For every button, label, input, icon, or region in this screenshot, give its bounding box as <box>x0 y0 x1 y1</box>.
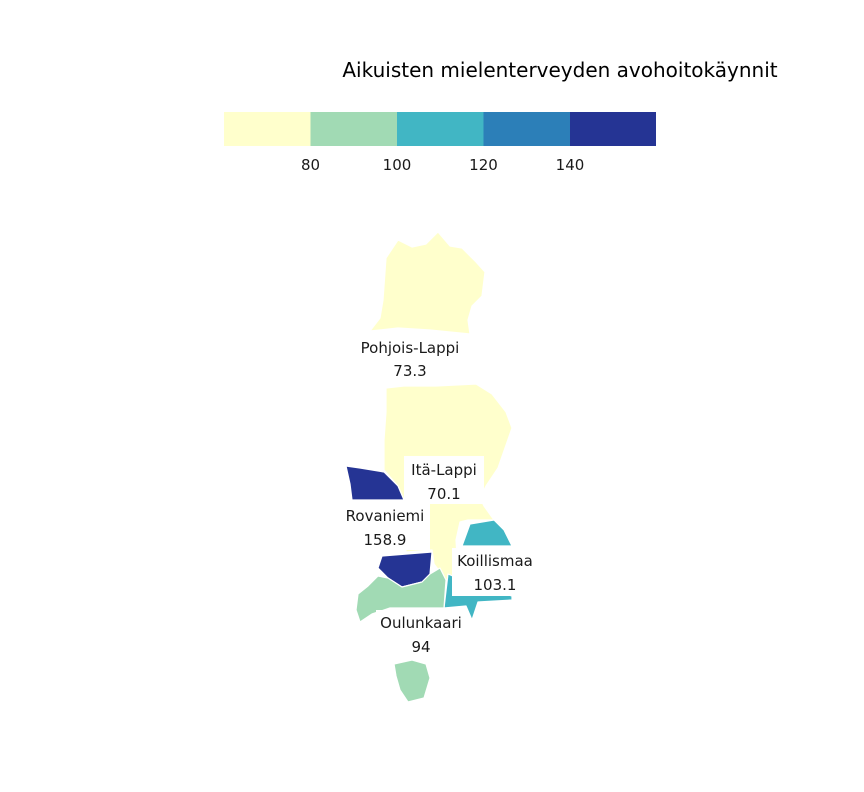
legend-tick: 80 <box>301 156 320 174</box>
legend-tick: 140 <box>556 156 585 174</box>
region-value-label: 70.1 <box>427 485 460 503</box>
region-rovaniemi <box>345 465 405 501</box>
region-value-label: 103.1 <box>474 576 517 594</box>
label-bg-ita-lappi <box>404 456 484 504</box>
region-name-label: Oulunkaari <box>380 614 462 632</box>
legend-swatch-1 <box>224 112 311 146</box>
label-bg-rovaniemi <box>340 504 430 550</box>
legend-tick: 100 <box>383 156 412 174</box>
label-bg-koillismaa <box>452 548 540 596</box>
map-title: Aikuisten mielenterveyden avohoitokäynni… <box>342 58 777 82</box>
region-oulunkaari <box>355 567 447 703</box>
legend-swatch-2 <box>310 112 397 146</box>
legend: 80 100 120 140 <box>224 112 656 174</box>
region-pohjois-lappi <box>369 231 486 335</box>
label-bg-pohjois-lappi <box>352 336 472 382</box>
labels: Pohjois-Lappi 73.3 Itä-Lappi 70.1 Rovani… <box>340 336 540 658</box>
region-name-label: Pohjois-Lappi <box>361 339 460 357</box>
legend-swatch-4 <box>483 112 570 146</box>
region-value-label: 94 <box>411 638 430 656</box>
region-name-label: Koillismaa <box>457 552 533 570</box>
legend-swatch-3 <box>397 112 484 146</box>
region-name-label: Rovaniemi <box>346 507 425 525</box>
legend-swatch-5 <box>570 112 656 146</box>
region-name-label: Itä-Lappi <box>411 461 477 479</box>
region-value-label: 73.3 <box>393 362 426 380</box>
label-bg-oulunkaari <box>376 610 466 658</box>
region-value-label: 158.9 <box>364 531 407 549</box>
legend-tick: 120 <box>469 156 498 174</box>
